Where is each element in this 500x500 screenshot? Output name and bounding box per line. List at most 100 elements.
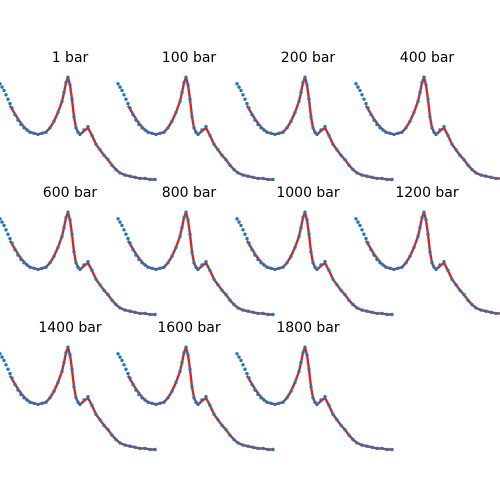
data-point — [256, 122, 260, 127]
data-point — [360, 228, 364, 232]
panel: 800 bar — [116, 185, 275, 317]
data-point — [220, 288, 224, 292]
data-point — [74, 261, 78, 265]
data-point — [133, 310, 137, 314]
data-point — [114, 437, 118, 442]
data-point — [62, 90, 66, 95]
panel: 1200 bar — [354, 185, 500, 316]
data-point — [44, 400, 48, 404]
data-point — [16, 253, 20, 257]
data-point — [243, 232, 247, 236]
data-point — [362, 232, 366, 236]
data-point — [0, 85, 4, 89]
data-point — [143, 446, 147, 451]
data-point — [408, 254, 412, 258]
data-point — [339, 423, 343, 427]
data-point — [241, 363, 245, 367]
data-point — [182, 81, 186, 85]
panel-title: 200 bar — [281, 50, 336, 66]
data-point — [76, 130, 80, 134]
data-point — [154, 267, 158, 272]
data-point — [196, 402, 200, 407]
data-point — [190, 115, 194, 119]
data-point — [184, 75, 188, 79]
data-point — [365, 444, 369, 448]
data-point — [146, 400, 150, 404]
data-point — [250, 247, 254, 252]
data-point — [126, 101, 130, 106]
data-point — [289, 389, 293, 393]
data-point — [131, 112, 135, 117]
data-point — [251, 310, 255, 314]
data-point — [86, 125, 90, 129]
data-point — [236, 306, 240, 310]
data-point — [170, 119, 174, 123]
data-point — [128, 106, 132, 110]
data-point — [372, 118, 376, 122]
data-point — [82, 398, 86, 402]
data-point — [430, 126, 434, 130]
data-point — [259, 126, 263, 130]
data-point — [76, 400, 80, 404]
data-point — [186, 218, 190, 222]
data-point — [6, 367, 10, 371]
data-point — [241, 173, 245, 177]
data-point — [153, 447, 157, 452]
data-point — [184, 345, 188, 349]
data-point — [266, 177, 270, 182]
data-point — [307, 97, 311, 101]
data-point — [72, 115, 76, 119]
data-point — [122, 228, 126, 232]
data-point — [120, 358, 124, 363]
data-point — [251, 445, 255, 449]
data-point — [28, 265, 32, 269]
data-point — [182, 351, 186, 355]
data-point — [126, 371, 130, 376]
data-point — [128, 241, 132, 245]
data-point — [424, 218, 428, 222]
data-point — [13, 112, 17, 117]
data-point — [430, 261, 434, 265]
data-point — [479, 308, 483, 312]
data-point — [362, 97, 366, 101]
data-point — [56, 380, 60, 385]
data-point — [196, 132, 200, 137]
data-point — [186, 353, 190, 357]
data-point — [273, 402, 277, 407]
data-point — [262, 398, 266, 402]
data-point — [208, 403, 212, 408]
data-point — [356, 85, 360, 89]
data-point — [56, 245, 60, 250]
data-point — [166, 261, 170, 265]
data-point — [327, 268, 331, 273]
data-point — [0, 355, 4, 359]
data-point — [220, 153, 224, 157]
data-point — [261, 176, 265, 181]
data-point — [204, 125, 208, 129]
data-point — [2, 358, 6, 363]
data-point — [256, 392, 260, 397]
data-point — [319, 128, 323, 132]
data-point — [128, 376, 132, 380]
data-point — [68, 218, 72, 222]
data-point — [360, 308, 364, 312]
data-point — [102, 153, 106, 157]
data-point — [303, 210, 307, 214]
data-point — [68, 83, 72, 87]
data-point — [343, 428, 347, 432]
data-point — [143, 398, 147, 402]
data-point — [416, 99, 420, 104]
data-point — [271, 447, 275, 452]
data-point — [450, 142, 454, 146]
data-point — [114, 302, 118, 307]
data-point — [428, 115, 432, 119]
data-point — [94, 412, 98, 416]
data-point — [375, 257, 379, 262]
data-point — [131, 247, 135, 252]
data-point — [261, 311, 265, 316]
data-point — [384, 265, 388, 269]
data-point — [72, 250, 76, 254]
data-point — [372, 253, 376, 257]
data-point — [64, 81, 68, 85]
data-point — [385, 312, 389, 317]
